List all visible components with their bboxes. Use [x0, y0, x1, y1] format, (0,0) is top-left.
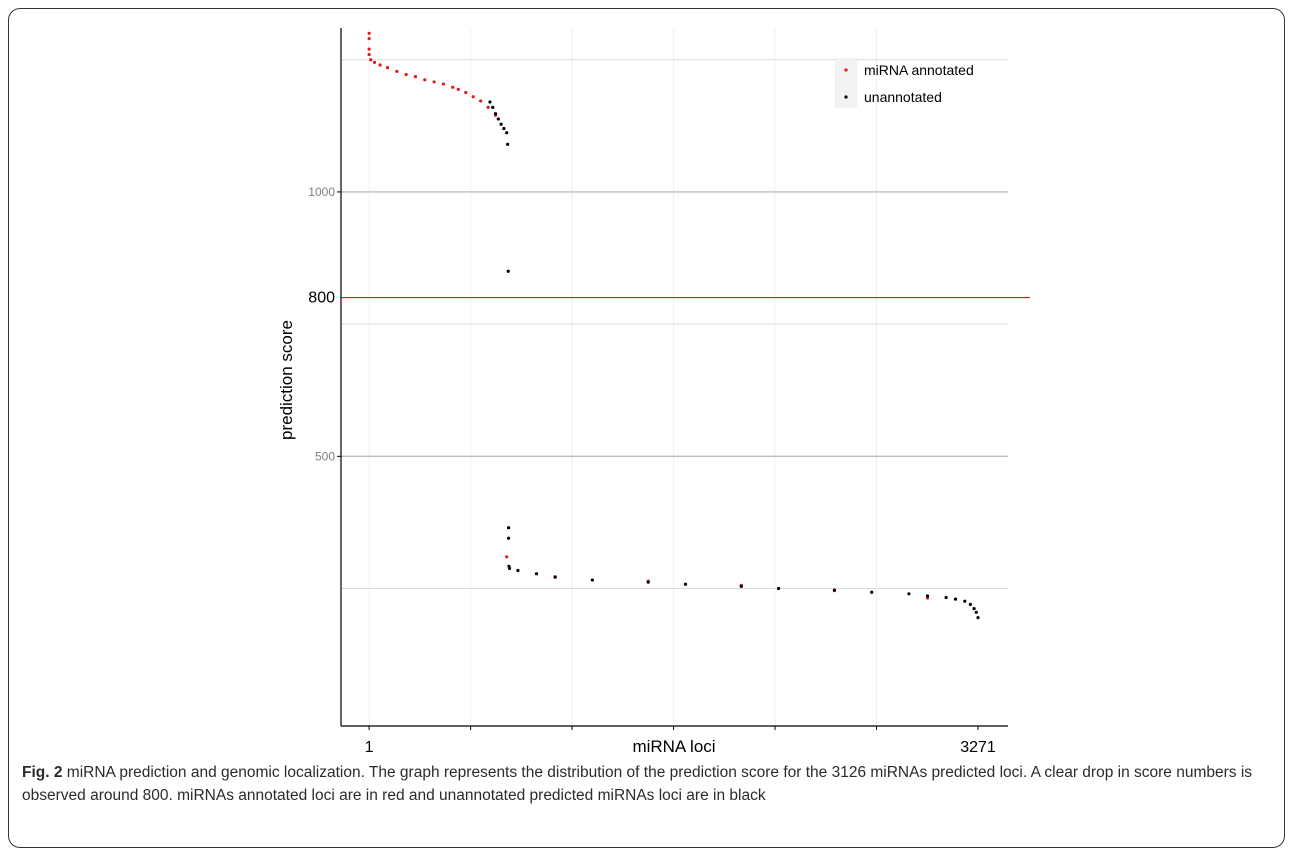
- legend: miRNA annotated unannotated: [835, 58, 974, 108]
- point-unannotated: [870, 590, 874, 594]
- point-annotated: [423, 78, 427, 82]
- point-unannotated: [968, 602, 972, 606]
- point-unannotated: [496, 117, 500, 121]
- point-unannotated: [739, 584, 743, 589]
- point-annotated: [404, 72, 408, 77]
- point-unannotated: [553, 575, 557, 579]
- point-unannotated: [925, 594, 930, 598]
- point-unannotated: [832, 588, 837, 592]
- point-annotated: [367, 31, 371, 35]
- point-unannotated: [516, 568, 520, 573]
- point-unannotated: [590, 578, 594, 582]
- point-annotated: [385, 66, 390, 70]
- point-unannotated: [506, 142, 510, 146]
- point-unannotated: [491, 105, 495, 109]
- point-annotated: [367, 47, 371, 51]
- reference-line-label: 800: [308, 290, 335, 307]
- axes: 500 1000 1 3271: [308, 28, 1008, 756]
- point-unannotated: [534, 572, 539, 576]
- point-unannotated: [944, 595, 948, 600]
- reference-line-group: 800: [308, 290, 1030, 307]
- point-annotated: [372, 60, 377, 64]
- point-unannotated: [953, 597, 958, 601]
- point-annotated: [395, 69, 399, 73]
- point-annotated: [464, 90, 468, 95]
- figure-label: Fig. 2: [22, 764, 63, 781]
- figure-caption-text: miRNA prediction and genomic localizatio…: [22, 764, 1253, 804]
- legend-label-annotated: miRNA annotated: [864, 62, 974, 78]
- point-annotated: [471, 95, 475, 99]
- point-unannotated: [505, 131, 509, 135]
- point-annotated: [456, 87, 460, 91]
- point-unannotated: [488, 100, 492, 104]
- point-annotated: [378, 63, 382, 67]
- point-unannotated: [493, 112, 498, 116]
- point-unannotated: [502, 126, 506, 131]
- x-axis-title: miRNA loci: [632, 737, 715, 756]
- grid-lines: [341, 28, 1008, 726]
- x-tick-label: 1: [365, 739, 374, 756]
- point-unannotated: [972, 607, 976, 611]
- point-annotated: [505, 555, 509, 559]
- point-annotated: [486, 105, 490, 109]
- point-unannotated: [963, 599, 967, 603]
- point-annotated: [369, 58, 373, 62]
- point-annotated: [479, 99, 483, 103]
- point-unannotated: [507, 566, 512, 571]
- point-unannotated: [499, 122, 503, 126]
- point-annotated: [432, 80, 436, 84]
- legend-key-annotated: [844, 68, 848, 72]
- point-annotated: [413, 75, 418, 79]
- point-unannotated: [506, 526, 511, 530]
- figure-frame: [8, 8, 1285, 848]
- point-unannotated: [683, 582, 688, 586]
- point-unannotated: [974, 610, 978, 614]
- y-tick-label: 1000: [308, 185, 335, 199]
- legend-key-background: [835, 58, 857, 108]
- point-unannotated: [907, 592, 911, 596]
- point-annotated: [451, 85, 455, 89]
- point-unannotated: [506, 536, 511, 540]
- data-points: [367, 31, 980, 620]
- x-tick-label: 3271: [960, 739, 996, 756]
- point-unannotated: [776, 586, 781, 591]
- point-unannotated: [646, 580, 650, 584]
- point-unannotated: [976, 615, 980, 620]
- point-annotated: [367, 36, 371, 41]
- y-tick-label: 500: [315, 449, 335, 463]
- scatter-chart: 800 500 1000 1 3271 miRNA annotated unannot…: [277, 28, 1030, 756]
- legend-label-unannotated: unannotated: [864, 89, 942, 105]
- figure-caption: Fig. 2 miRNA prediction and genomic loca…: [22, 761, 1277, 807]
- legend-key-unannotated: [844, 95, 848, 99]
- point-annotated: [367, 52, 371, 57]
- point-annotated: [441, 82, 446, 86]
- y-axis-title: prediction score: [277, 320, 296, 440]
- point-unannotated: [506, 269, 510, 273]
